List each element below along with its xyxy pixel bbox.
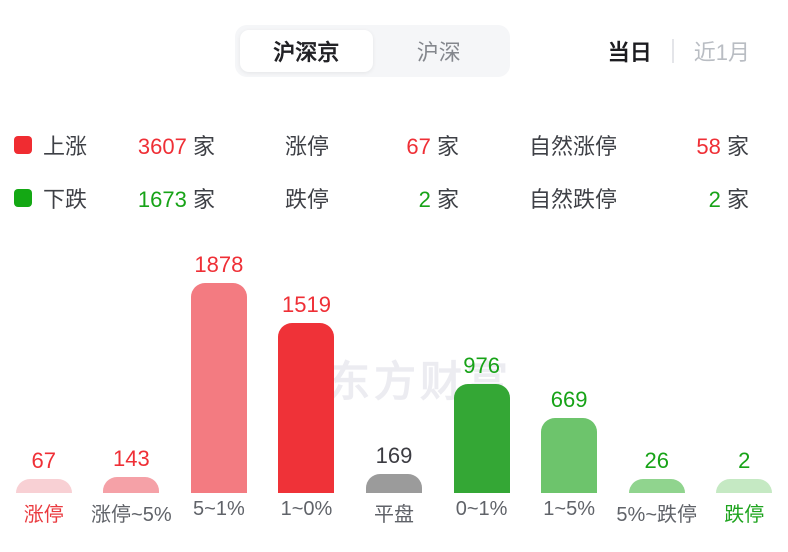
bar-column[interactable]: 2 bbox=[701, 448, 788, 493]
down-swatch-icon bbox=[14, 189, 32, 207]
bar-value-label: 669 bbox=[550, 387, 588, 412]
bar-value-label: 2 bbox=[738, 448, 751, 473]
stat-label: 涨停 bbox=[285, 134, 330, 159]
bar[interactable] bbox=[716, 479, 773, 493]
up-swatch-icon bbox=[14, 136, 32, 154]
bar-value-label: 1519 bbox=[281, 292, 331, 317]
bar[interactable] bbox=[190, 283, 247, 493]
stats-row-down: 下跌 1673 家 跌停 2 家 自然跌停 2 家 bbox=[14, 182, 750, 212]
stat-limit-up: 涨停 67 家 bbox=[285, 129, 459, 161]
period-selector: 当日 近1月 bbox=[608, 25, 750, 77]
bar-column[interactable]: 669 bbox=[525, 387, 613, 493]
bar-column[interactable]: 169 bbox=[350, 443, 438, 493]
stat-value: 1673 家 bbox=[137, 187, 215, 212]
bar-value-label: 976 bbox=[463, 353, 500, 378]
bar-chart-labels: 涨停 涨停~5% 5~1% 1~0% 平盘 0~1% 1~5% 5%~跌停 跌停 bbox=[0, 498, 788, 527]
category-label: 5%~跌停 bbox=[616, 504, 698, 526]
bar-value-label: 169 bbox=[375, 443, 413, 468]
category-label: 涨停 bbox=[23, 504, 64, 526]
distribution-bar-chart: 东方财富 67 143 1878 1519 169 976 669 26 2 涨停 涨停~5% 5~… bbox=[0, 240, 788, 552]
period-option-1month[interactable]: 近1月 bbox=[693, 40, 750, 65]
bar-column[interactable]: 143 bbox=[88, 446, 176, 493]
category-label: 平盘 bbox=[374, 504, 415, 526]
stat-value: 67 家 bbox=[406, 134, 459, 159]
stat-value: 58 家 bbox=[696, 134, 749, 159]
category-label: 1~0% bbox=[280, 498, 333, 520]
bar-column[interactable]: 67 bbox=[0, 448, 88, 493]
tab-hushen[interactable]: 沪深 bbox=[416, 40, 461, 65]
stats-row-up: 上涨 3607 家 涨停 67 家 自然涨停 58 家 bbox=[14, 129, 750, 159]
bar-value-label: 1878 bbox=[194, 252, 244, 277]
bar[interactable] bbox=[15, 479, 72, 493]
tab-hushenjing[interactable]: 沪深京 bbox=[240, 30, 373, 72]
category-label: 涨停~5% bbox=[91, 504, 172, 526]
stat-value: 2 家 bbox=[708, 187, 749, 212]
stat-advancers: 上涨 3607 家 bbox=[14, 129, 215, 161]
market-tab-group: 沪深京 沪深 bbox=[235, 25, 510, 77]
stat-limit-down: 跌停 2 家 bbox=[285, 182, 459, 214]
bar[interactable] bbox=[366, 474, 423, 493]
stat-label: 自然跌停 bbox=[529, 187, 618, 212]
period-option-today[interactable]: 当日 bbox=[607, 40, 652, 65]
bar-column[interactable]: 976 bbox=[438, 353, 526, 493]
bar[interactable] bbox=[628, 479, 685, 493]
bar-value-label: 26 bbox=[644, 448, 669, 473]
bar[interactable] bbox=[278, 323, 335, 493]
bar-column[interactable]: 1519 bbox=[263, 292, 351, 493]
stat-label: 下跌 bbox=[43, 187, 88, 212]
period-divider bbox=[671, 39, 674, 63]
bar[interactable] bbox=[541, 418, 598, 493]
bar[interactable] bbox=[103, 477, 160, 493]
bar-column[interactable]: 26 bbox=[613, 448, 701, 493]
category-label: 跌停 bbox=[724, 504, 765, 526]
bar[interactable] bbox=[453, 384, 510, 493]
category-label: 5~1% bbox=[193, 498, 245, 520]
stat-natural-limit-down: 自然跌停 2 家 bbox=[529, 182, 749, 214]
bar-value-label: 143 bbox=[112, 446, 150, 471]
stat-natural-limit-up: 自然涨停 58 家 bbox=[529, 129, 749, 161]
market-stats: 上涨 3607 家 涨停 67 家 自然涨停 58 家 下跌 1673 家 跌停… bbox=[14, 129, 750, 235]
stat-label: 上涨 bbox=[43, 134, 88, 159]
bar-column[interactable]: 1878 bbox=[175, 252, 263, 493]
bar-value-label: 67 bbox=[31, 448, 57, 473]
category-label: 0~1% bbox=[455, 498, 508, 520]
stat-value: 2 家 bbox=[418, 187, 459, 212]
stat-label: 跌停 bbox=[285, 187, 330, 212]
stat-label: 自然涨停 bbox=[529, 134, 618, 159]
category-label: 1~5% bbox=[543, 498, 596, 520]
header: 沪深京 沪深 当日 近1月 bbox=[0, 25, 788, 77]
stat-decliners: 下跌 1673 家 bbox=[14, 182, 215, 214]
bar-chart-bars: 67 143 1878 1519 169 976 669 26 2 bbox=[0, 252, 788, 493]
stat-value: 3607 家 bbox=[137, 134, 215, 159]
